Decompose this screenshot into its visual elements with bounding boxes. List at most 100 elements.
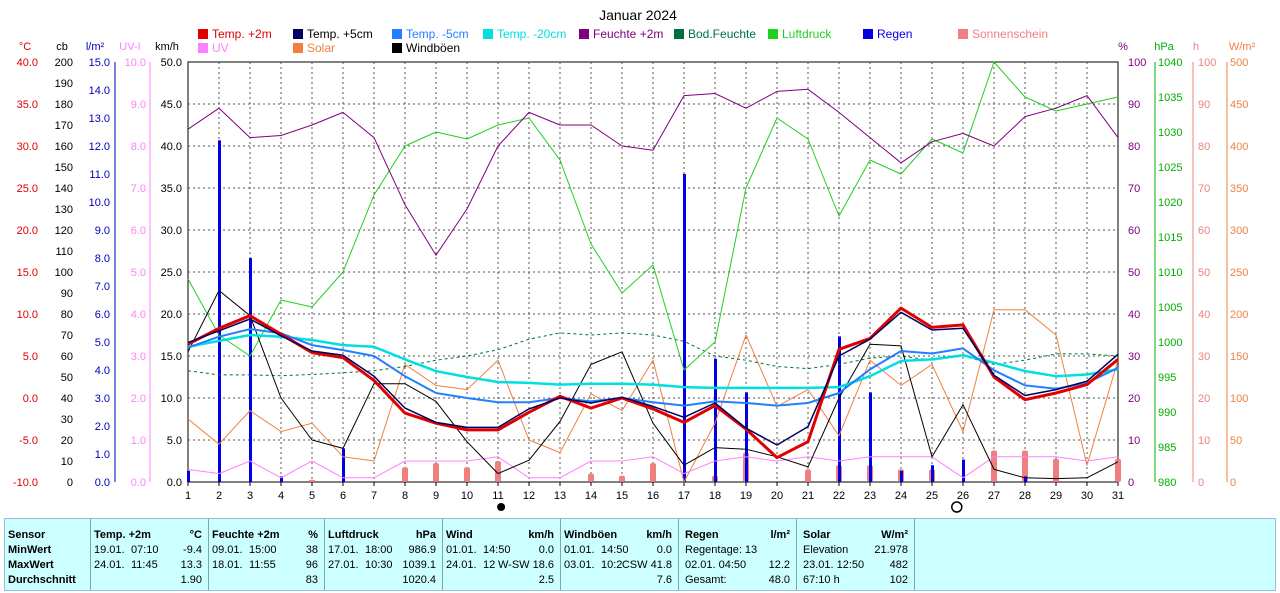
y-tick-cb: 40 (61, 393, 73, 405)
y-tick-cb: 170 (55, 120, 73, 132)
axis-unit-labels: °C cb l/m² UV-I km/h% hPa h W/m² (19, 41, 1256, 53)
axis-unit-rain: l/m² (86, 41, 105, 53)
stats-temp-min: -9.4 (183, 544, 202, 556)
x-tick-label: 4 (278, 490, 284, 502)
y-tick-uv: 7.0 (131, 183, 146, 195)
legend-label: Bod.Feuchte (688, 27, 756, 41)
rain-bar (187, 470, 190, 482)
y-tick-wind: 5.0 (167, 435, 182, 447)
y-tick-press: 1015 (1158, 232, 1182, 244)
y-tick-cb: 120 (55, 225, 73, 237)
y-tick-rain: 1.0 (95, 449, 110, 461)
series-line-temp-5cm (187, 328, 1119, 407)
series-line-solar (187, 309, 1119, 483)
y-tick-solar: 450 (1230, 99, 1248, 111)
x-tick-label: 25 (926, 490, 938, 502)
legend-swatch (863, 29, 873, 39)
stats-wind-title: Wind (446, 529, 473, 541)
y-tick-temp: 20.0 (17, 225, 38, 237)
series-line-temp-20cm (187, 333, 1119, 390)
y-tick-temp: 0.0 (23, 393, 38, 405)
rain-bar (342, 448, 345, 482)
y-tick-rain: 6.0 (95, 309, 110, 321)
x-tick-label: 7 (371, 490, 377, 502)
y-tick-temp: 25.0 (17, 183, 38, 195)
y-tick-wind: 40.0 (161, 141, 182, 153)
sunshine-bar (619, 475, 625, 482)
y-tick-sun: 90 (1198, 99, 1210, 111)
y-tick-press: 1025 (1158, 162, 1182, 174)
stats-min-label: MinWert (8, 544, 52, 556)
y-tick-hum: 70 (1128, 183, 1140, 195)
legend-swatch (674, 29, 684, 39)
stats-wind: Wind km/h 01.01. 14:50 0.0 24.01. 12 W-SW 18.… (443, 519, 561, 590)
grid (188, 62, 1118, 482)
x-tick-label: 2 (216, 490, 222, 502)
axis-unit-solar: W/m² (1229, 41, 1256, 53)
y-tick-press: 1020 (1158, 197, 1182, 209)
y-tick-wind: 35.0 (161, 183, 182, 195)
legend-swatch (483, 29, 493, 39)
y-tick-uv: 6.0 (131, 225, 146, 237)
stats-temp: Temp. +2m °C 19.01. 07:10 -9.4 24.01. 11:45 1… (91, 519, 209, 590)
y-tick-sun: 10 (1198, 435, 1210, 447)
rain-bar (249, 258, 252, 482)
sunshine-bar (650, 463, 656, 482)
y-tick-hum: 30 (1128, 351, 1140, 363)
y-tick-solar: 100 (1230, 393, 1248, 405)
axis-unit-cb: cb (56, 41, 68, 53)
stats-gust-max-time: 10:2 (601, 559, 623, 571)
stats-solar-elev: 21.978 (874, 544, 908, 556)
y-tick-cb: 150 (55, 162, 73, 174)
x-tick-label: 11 (492, 490, 503, 502)
y-tick-rain: 3.0 (95, 393, 110, 405)
y-tick-sun: 70 (1198, 183, 1210, 195)
series-line-feuchte-2m (187, 88, 1119, 256)
x-tick-label: 14 (585, 490, 597, 502)
axis-unit-press: hPa (1154, 41, 1174, 53)
y-tick-press: 985 (1158, 442, 1176, 454)
x-tick-label: 19 (740, 490, 752, 502)
y-tick-wind: 50.0 (161, 57, 182, 69)
y-tick-rain: 10.0 (89, 197, 110, 209)
legend-swatch (198, 29, 208, 39)
legend-label: Regen (877, 27, 912, 41)
stats-temp-unit: °C (189, 529, 202, 541)
sunshine-bar (464, 467, 470, 482)
stats-press-min: 986.9 (408, 544, 436, 556)
legend-swatch (293, 29, 303, 39)
sunshine-bar (402, 467, 408, 482)
stats-gust-min-time: 14:50 (601, 544, 629, 556)
stats-wind-avg: 2.5 (538, 574, 554, 586)
x-tick-label: 30 (1081, 490, 1093, 502)
rain-bar (931, 465, 934, 482)
y-tick-cb: 160 (55, 141, 73, 153)
x-tick-label: 5 (309, 490, 315, 502)
legend-label: Temp. +2m (212, 27, 272, 41)
stats-rain-total: 48.0 (768, 574, 790, 586)
y-tick-solar: 500 (1230, 57, 1248, 69)
weather-chart: Januar 2024 Temp. +2m Temp. +5cm Temp. -5c… (13, 7, 1256, 513)
y-tick-sun: 50 (1198, 267, 1210, 279)
series-line-temp-5cm (187, 311, 1119, 446)
axis-unit-hum: % (1118, 41, 1128, 53)
y-tick-temp: 40.0 (17, 57, 38, 69)
sunshine-bar (309, 479, 315, 482)
stats-gust-title: Windböen (564, 529, 618, 541)
stats-wind-min: 0.0 (538, 544, 554, 556)
legend-label: Feuchte +2m (593, 27, 663, 41)
legend-label: Temp. +5cm (307, 27, 373, 41)
new-moon-icon (497, 503, 506, 511)
y-tick-wind: 15.0 (161, 351, 182, 363)
y-tick-cb: 140 (55, 183, 73, 195)
stats-press-title: Luftdruck (328, 529, 379, 541)
y-tick-uv: 5.0 (131, 267, 146, 279)
y-tick-press: 1040 (1158, 57, 1182, 69)
x-tick-label: 29 (1050, 490, 1062, 502)
stats-solar-title: Solar (803, 529, 831, 541)
y-tick-hum: 20 (1128, 393, 1140, 405)
y-tick-temp: 30.0 (17, 141, 38, 153)
y-tick-solar: 350 (1230, 183, 1248, 195)
axis-unit-uv: UV-I (119, 41, 140, 53)
rain-bar (218, 140, 221, 482)
